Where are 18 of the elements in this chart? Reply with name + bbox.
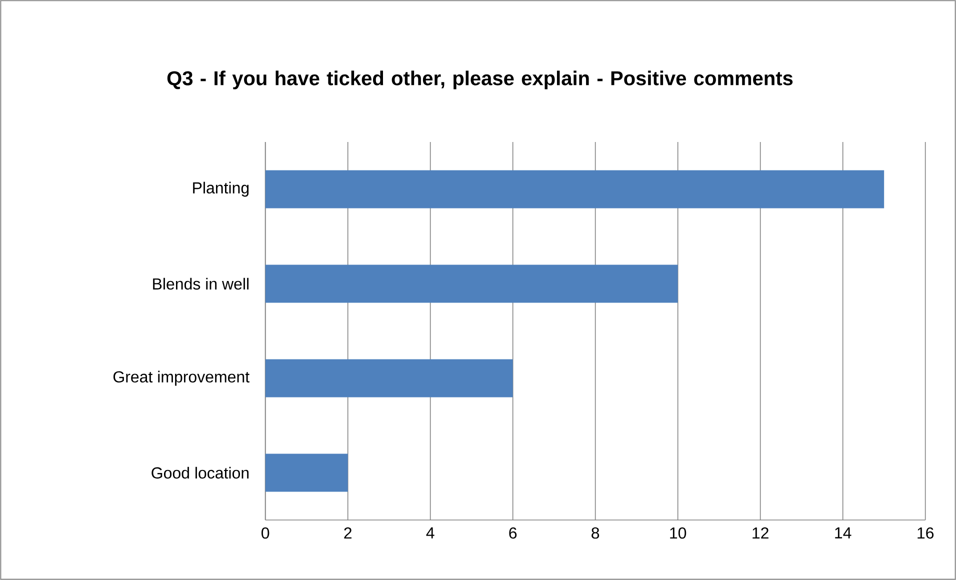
x-tick-label: 12: [752, 527, 768, 539]
bar: [265, 454, 348, 492]
y-tick-label: Blends in well: [153, 278, 249, 290]
x-tick-label: 16: [918, 527, 934, 539]
x-tick-label: 2: [344, 527, 352, 539]
bar: [265, 359, 513, 398]
x-tick-label: 4: [426, 527, 434, 538]
y-tick-label: Great improvement: [113, 370, 250, 386]
x-tick-label: 8: [592, 527, 600, 539]
y-tick-label: Planting: [193, 182, 249, 197]
x-tick-label: 14: [835, 527, 852, 538]
x-tick-label: 6: [509, 527, 517, 539]
bar: [265, 170, 884, 208]
x-tick-label: 10: [670, 527, 686, 539]
y-tick-label: Good location: [152, 466, 249, 479]
x-tick-label: 0: [262, 527, 270, 539]
bar: [265, 264, 678, 303]
chart-title: Q3 - If you have ticked other, please explain - Positive comments: [167, 70, 793, 90]
